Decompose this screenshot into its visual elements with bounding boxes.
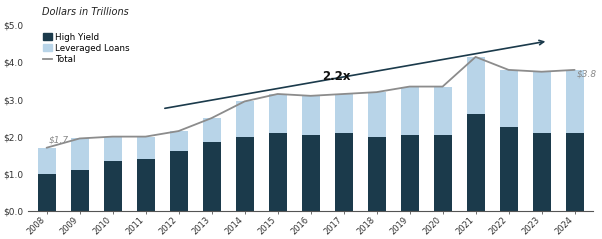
- Bar: [400, 87, 418, 135]
- Total: [307, 94, 314, 97]
- Bar: [433, 135, 452, 211]
- Bar: [70, 138, 88, 170]
- Bar: [335, 94, 353, 133]
- Bar: [302, 96, 320, 135]
- Total: [208, 117, 215, 120]
- Text: $1.7: $1.7: [48, 136, 69, 145]
- Bar: [37, 174, 55, 211]
- Total: [76, 137, 83, 140]
- Total: [142, 135, 149, 138]
- Bar: [37, 148, 55, 174]
- Bar: [433, 87, 452, 135]
- Bar: [467, 57, 485, 114]
- Total: [241, 100, 248, 103]
- Total: [43, 146, 50, 149]
- Line: Total: Total: [46, 57, 574, 148]
- Bar: [565, 133, 584, 211]
- Total: [505, 68, 512, 71]
- Bar: [268, 133, 287, 211]
- Bar: [70, 170, 88, 211]
- Total: [109, 135, 116, 138]
- Bar: [565, 70, 584, 133]
- Bar: [137, 137, 155, 159]
- Total: [571, 68, 578, 71]
- Bar: [170, 152, 188, 211]
- Bar: [104, 161, 122, 211]
- Bar: [335, 133, 353, 211]
- Text: Dollars in Trillions: Dollars in Trillions: [42, 7, 129, 17]
- Text: 2.2x: 2.2x: [322, 71, 350, 83]
- Bar: [268, 94, 287, 133]
- Bar: [467, 114, 485, 211]
- Bar: [368, 92, 386, 137]
- Bar: [500, 127, 518, 211]
- Legend: High Yield, Leveraged Loans, Total: High Yield, Leveraged Loans, Total: [40, 29, 134, 67]
- Text: $3.8: $3.8: [576, 69, 597, 78]
- Bar: [202, 142, 221, 211]
- Bar: [500, 70, 518, 127]
- Total: [472, 55, 479, 58]
- Bar: [400, 135, 418, 211]
- Total: [340, 92, 347, 95]
- Total: [274, 92, 281, 95]
- Bar: [104, 137, 122, 161]
- Bar: [368, 137, 386, 211]
- Total: [538, 70, 545, 73]
- Total: [373, 91, 380, 93]
- Bar: [533, 72, 551, 133]
- Bar: [302, 135, 320, 211]
- Bar: [170, 131, 188, 152]
- Bar: [235, 137, 253, 211]
- Total: [175, 130, 182, 132]
- Bar: [235, 101, 253, 137]
- Bar: [202, 118, 221, 142]
- Bar: [533, 133, 551, 211]
- Total: [406, 85, 413, 88]
- Bar: [137, 159, 155, 211]
- Total: [439, 85, 446, 88]
